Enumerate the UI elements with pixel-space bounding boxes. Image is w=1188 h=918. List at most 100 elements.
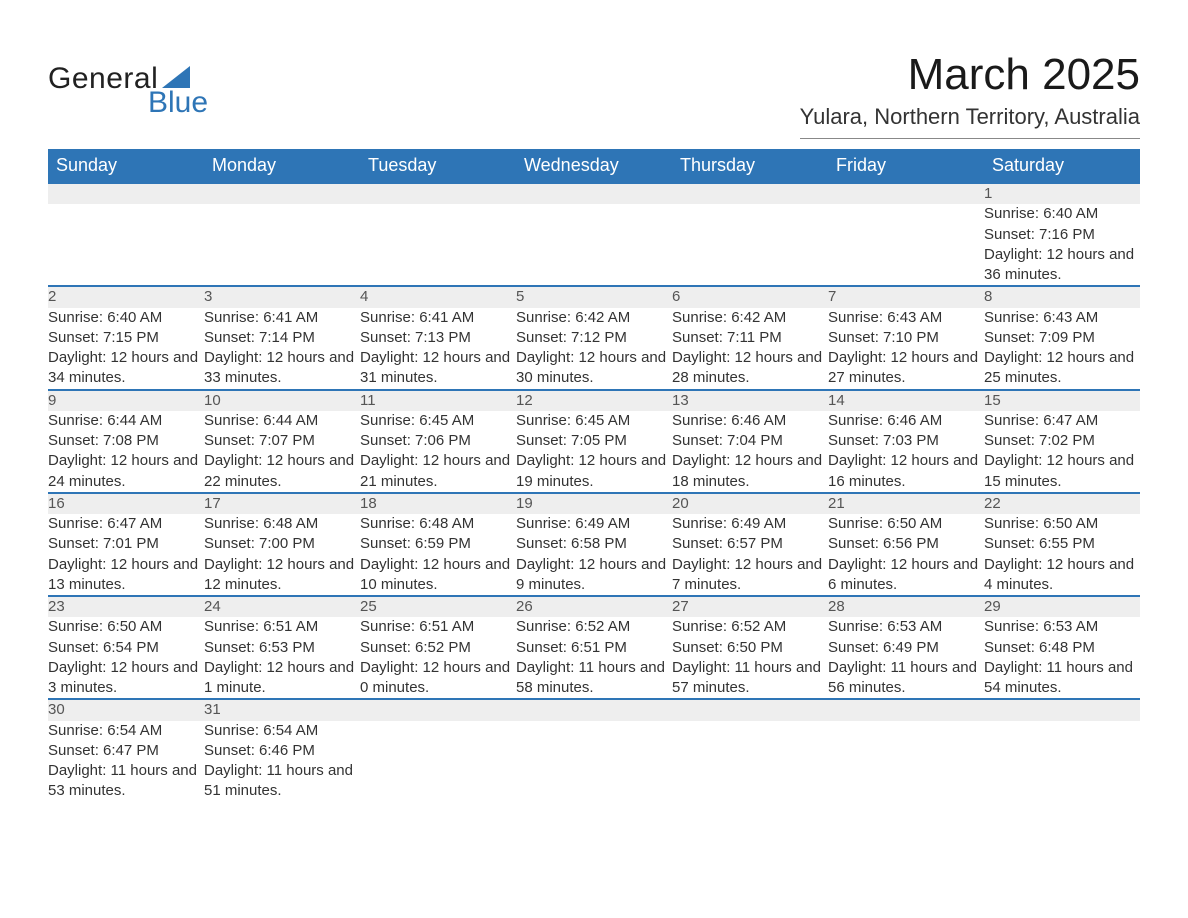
logo: General Blue: [48, 50, 208, 118]
day-number: 22: [984, 493, 1140, 514]
day-details: Sunrise: 6:48 AMSunset: 6:59 PMDaylight:…: [360, 514, 516, 596]
daylight-text: Daylight: 12 hours and 10 minutes.: [360, 555, 516, 596]
sunrise-text: Sunrise: 6:51 AM: [360, 617, 516, 637]
sunrise-text: Sunrise: 6:47 AM: [984, 411, 1140, 431]
sunrise-text: Sunrise: 6:53 AM: [828, 617, 984, 637]
day-number: [672, 183, 828, 204]
sunset-text: Sunset: 6:54 PM: [48, 638, 204, 658]
day-number: 1: [984, 183, 1140, 204]
title-block: March 2025 Yulara, Northern Territory, A…: [800, 50, 1140, 143]
daylight-text: Daylight: 12 hours and 19 minutes.: [516, 451, 672, 492]
day-number: [516, 699, 672, 720]
day-details: Sunrise: 6:46 AMSunset: 7:03 PMDaylight:…: [828, 411, 984, 493]
day-number-row: 23242526272829: [48, 596, 1140, 617]
day-number: 31: [204, 699, 360, 720]
day-number-row: 1: [48, 183, 1140, 204]
sunset-text: Sunset: 6:55 PM: [984, 534, 1140, 554]
sunrise-text: Sunrise: 6:48 AM: [204, 514, 360, 534]
sunrise-text: Sunrise: 6:52 AM: [672, 617, 828, 637]
daylight-text: Daylight: 12 hours and 36 minutes.: [984, 245, 1140, 286]
weekday-header: Thursday: [672, 149, 828, 183]
sunrise-text: Sunrise: 6:43 AM: [828, 308, 984, 328]
day-details: [516, 721, 672, 802]
sunset-text: Sunset: 6:50 PM: [672, 638, 828, 658]
sunset-text: Sunset: 7:00 PM: [204, 534, 360, 554]
day-details: Sunrise: 6:44 AMSunset: 7:08 PMDaylight:…: [48, 411, 204, 493]
day-detail-row: Sunrise: 6:47 AMSunset: 7:01 PMDaylight:…: [48, 514, 1140, 596]
day-details: Sunrise: 6:45 AMSunset: 7:05 PMDaylight:…: [516, 411, 672, 493]
day-details: Sunrise: 6:53 AMSunset: 6:48 PMDaylight:…: [984, 617, 1140, 699]
daylight-text: Daylight: 12 hours and 6 minutes.: [828, 555, 984, 596]
day-details: [672, 721, 828, 802]
day-number: [984, 699, 1140, 720]
daylight-text: Daylight: 12 hours and 22 minutes.: [204, 451, 360, 492]
day-number: 30: [48, 699, 204, 720]
day-details: Sunrise: 6:54 AMSunset: 6:46 PMDaylight:…: [204, 721, 360, 802]
weekday-header: Sunday: [48, 149, 204, 183]
header: General Blue March 2025 Yulara, Northern…: [48, 50, 1140, 143]
day-detail-row: Sunrise: 6:50 AMSunset: 6:54 PMDaylight:…: [48, 617, 1140, 699]
daylight-text: Daylight: 12 hours and 28 minutes.: [672, 348, 828, 389]
sunrise-text: Sunrise: 6:53 AM: [984, 617, 1140, 637]
sunset-text: Sunset: 7:15 PM: [48, 328, 204, 348]
day-number: [516, 183, 672, 204]
logo-text-blue: Blue: [148, 88, 208, 118]
sunset-text: Sunset: 6:47 PM: [48, 741, 204, 761]
daylight-text: Daylight: 12 hours and 25 minutes.: [984, 348, 1140, 389]
day-details: Sunrise: 6:47 AMSunset: 7:02 PMDaylight:…: [984, 411, 1140, 493]
daylight-text: Daylight: 12 hours and 34 minutes.: [48, 348, 204, 389]
day-number: 19: [516, 493, 672, 514]
sunset-text: Sunset: 7:05 PM: [516, 431, 672, 451]
location: Yulara, Northern Territory, Australia: [800, 104, 1140, 139]
sunrise-text: Sunrise: 6:40 AM: [48, 308, 204, 328]
day-number: 17: [204, 493, 360, 514]
weekday-header: Monday: [204, 149, 360, 183]
day-details: Sunrise: 6:42 AMSunset: 7:11 PMDaylight:…: [672, 308, 828, 390]
sunset-text: Sunset: 7:07 PM: [204, 431, 360, 451]
day-number: 20: [672, 493, 828, 514]
day-details: Sunrise: 6:51 AMSunset: 6:53 PMDaylight:…: [204, 617, 360, 699]
sunset-text: Sunset: 7:14 PM: [204, 328, 360, 348]
day-number: [828, 183, 984, 204]
sunset-text: Sunset: 6:52 PM: [360, 638, 516, 658]
sunrise-text: Sunrise: 6:45 AM: [360, 411, 516, 431]
day-number: 2: [48, 286, 204, 307]
day-details: Sunrise: 6:40 AMSunset: 7:15 PMDaylight:…: [48, 308, 204, 390]
day-number: 5: [516, 286, 672, 307]
daylight-text: Daylight: 12 hours and 0 minutes.: [360, 658, 516, 699]
daylight-text: Daylight: 11 hours and 51 minutes.: [204, 761, 360, 802]
day-details: Sunrise: 6:52 AMSunset: 6:50 PMDaylight:…: [672, 617, 828, 699]
sunset-text: Sunset: 6:58 PM: [516, 534, 672, 554]
day-number: 23: [48, 596, 204, 617]
day-number: [204, 183, 360, 204]
sunset-text: Sunset: 6:48 PM: [984, 638, 1140, 658]
day-details: Sunrise: 6:51 AMSunset: 6:52 PMDaylight:…: [360, 617, 516, 699]
sunrise-text: Sunrise: 6:42 AM: [672, 308, 828, 328]
day-number-row: 3031: [48, 699, 1140, 720]
day-number: 6: [672, 286, 828, 307]
sunrise-text: Sunrise: 6:54 AM: [204, 721, 360, 741]
day-number: [828, 699, 984, 720]
sunrise-text: Sunrise: 6:40 AM: [984, 204, 1140, 224]
daylight-text: Daylight: 12 hours and 13 minutes.: [48, 555, 204, 596]
day-details: Sunrise: 6:41 AMSunset: 7:14 PMDaylight:…: [204, 308, 360, 390]
sunset-text: Sunset: 6:46 PM: [204, 741, 360, 761]
day-number: 28: [828, 596, 984, 617]
daylight-text: Daylight: 11 hours and 54 minutes.: [984, 658, 1140, 699]
day-details: [516, 204, 672, 286]
day-details: Sunrise: 6:43 AMSunset: 7:10 PMDaylight:…: [828, 308, 984, 390]
day-number: 14: [828, 390, 984, 411]
daylight-text: Daylight: 12 hours and 31 minutes.: [360, 348, 516, 389]
daylight-text: Daylight: 12 hours and 16 minutes.: [828, 451, 984, 492]
weekday-header: Friday: [828, 149, 984, 183]
sunset-text: Sunset: 6:56 PM: [828, 534, 984, 554]
daylight-text: Daylight: 12 hours and 33 minutes.: [204, 348, 360, 389]
sunset-text: Sunset: 7:10 PM: [828, 328, 984, 348]
calendar-table: SundayMondayTuesdayWednesdayThursdayFrid…: [48, 149, 1140, 802]
day-number: 8: [984, 286, 1140, 307]
day-details: Sunrise: 6:50 AMSunset: 6:55 PMDaylight:…: [984, 514, 1140, 596]
sunrise-text: Sunrise: 6:50 AM: [828, 514, 984, 534]
day-details: Sunrise: 6:53 AMSunset: 6:49 PMDaylight:…: [828, 617, 984, 699]
sunset-text: Sunset: 7:16 PM: [984, 225, 1140, 245]
day-details: Sunrise: 6:50 AMSunset: 6:56 PMDaylight:…: [828, 514, 984, 596]
